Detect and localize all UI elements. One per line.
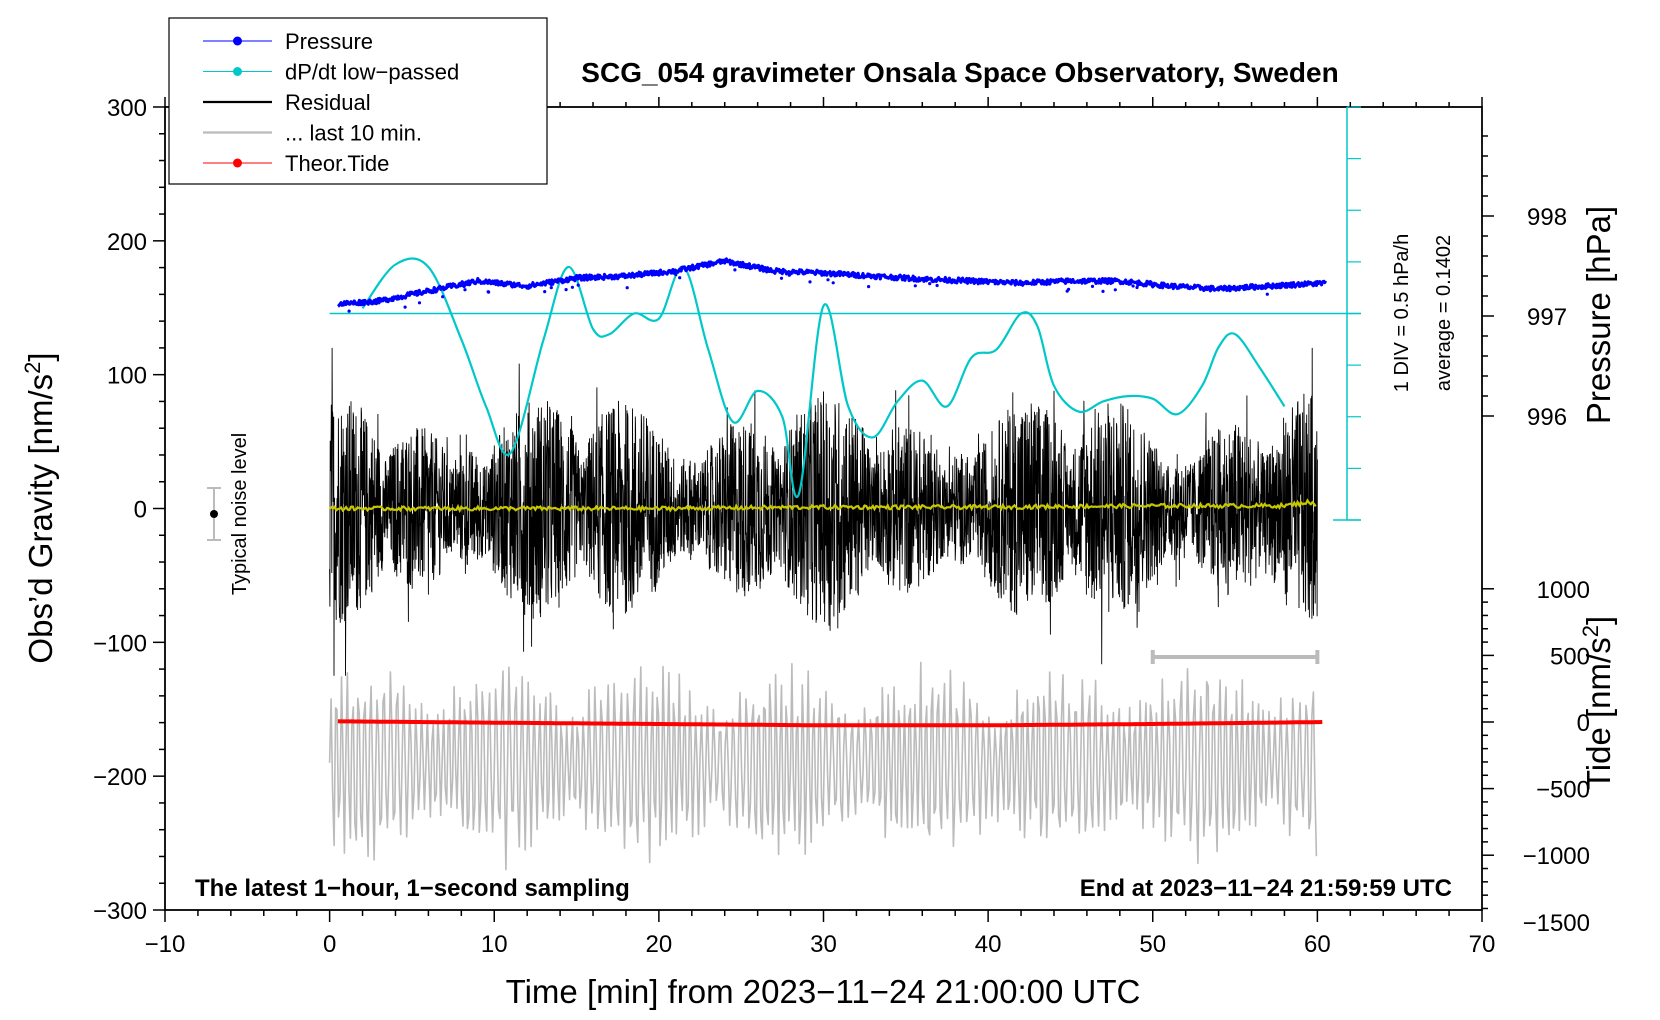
pressure-outlier-point bbox=[913, 284, 917, 288]
legend-marker bbox=[233, 158, 242, 168]
pressure-outlier-point bbox=[779, 276, 784, 280]
pressure-outlier-point bbox=[867, 285, 871, 289]
pressure-outlier-point bbox=[1113, 288, 1117, 292]
pressure-outlier-point bbox=[1135, 285, 1139, 290]
y-tick-label: −100 bbox=[93, 630, 147, 657]
pressure-outlier-point bbox=[744, 265, 748, 269]
pressure-outlier-point bbox=[441, 295, 445, 299]
pressure-outlier-point bbox=[582, 278, 586, 282]
info-end-time: End at 2023−11−24 21:59:59 UTC bbox=[1080, 875, 1452, 902]
pressure-outlier-point bbox=[347, 309, 351, 313]
pressure-outlier-point bbox=[678, 276, 682, 280]
x-tick-label: 40 bbox=[975, 931, 1002, 958]
pressure-outlier-point bbox=[1131, 284, 1135, 288]
pressure-outlier-point bbox=[808, 280, 812, 284]
x-tick-label: −10 bbox=[145, 931, 186, 958]
legend-marker bbox=[233, 67, 242, 76]
pressure-outlier-point bbox=[1090, 284, 1095, 288]
pressure-outlier-point bbox=[674, 273, 678, 277]
pressure-outlier-point bbox=[826, 278, 830, 282]
tide-tick-label: 500 bbox=[1550, 643, 1590, 670]
y-axis-label-pressure: Pressure [hPa] bbox=[1580, 206, 1617, 424]
pressure-outlier-point bbox=[787, 273, 791, 277]
series-theor-tide bbox=[337, 719, 1323, 728]
tide-tick-label: −1000 bbox=[1523, 843, 1590, 870]
y-tick-label: 200 bbox=[107, 229, 147, 256]
pressure-tick-label: 996 bbox=[1527, 404, 1567, 431]
pressure-scale-label: 1 DIV = 0.5 hPa/h bbox=[1391, 234, 1413, 392]
x-tick-label: 70 bbox=[1469, 931, 1496, 958]
pressure-outlier-point bbox=[543, 290, 547, 294]
pressure-outlier-point bbox=[576, 283, 580, 287]
x-tick-label: 50 bbox=[1139, 931, 1166, 958]
x-tick-label: 60 bbox=[1304, 931, 1331, 958]
pressure-outlier-point bbox=[403, 305, 407, 309]
legend-label: Theor.Tide bbox=[285, 151, 389, 176]
pressure-outlier-point bbox=[417, 301, 422, 305]
pressure-outlier-point bbox=[993, 282, 997, 286]
y-axis-label-gravity: Obs’d Gravity [nm/s2] bbox=[20, 352, 59, 663]
pressure-average-label: average = 0.1402 bbox=[1433, 235, 1455, 391]
x-axis-label: Time [min] from 2023−11−24 21:00:00 UTC bbox=[506, 973, 1141, 1010]
series-dpdt bbox=[361, 257, 1286, 499]
pressure-outlier-point bbox=[928, 282, 932, 286]
y-tick-label: 300 bbox=[107, 95, 147, 122]
y-tick-label: 100 bbox=[107, 363, 147, 390]
pressure-outlier-point bbox=[486, 290, 490, 294]
pressure-outlier-point bbox=[1314, 283, 1318, 287]
tide-tick-label: 0 bbox=[1577, 710, 1590, 737]
pressure-outlier-point bbox=[463, 288, 467, 292]
pressure-outlier-point bbox=[1101, 289, 1105, 293]
pressure-outlier-point bbox=[733, 268, 737, 272]
pressure-outlier-point bbox=[549, 286, 553, 290]
pressure-outlier-point bbox=[570, 285, 575, 289]
pressure-outlier-point bbox=[1067, 287, 1071, 291]
info-sampling: The latest 1−hour, 1−second sampling bbox=[195, 875, 630, 902]
pressure-outlier-point bbox=[564, 288, 568, 292]
legend-label: ... last 10 min. bbox=[285, 121, 422, 146]
series-last-10-min bbox=[328, 661, 1318, 871]
legend-label: Pressure bbox=[285, 29, 373, 54]
pressure-outlier-point bbox=[625, 286, 629, 290]
x-tick-label: 20 bbox=[646, 931, 673, 958]
pressure-outlier-point bbox=[1265, 292, 1269, 296]
y-tick-label: 0 bbox=[134, 497, 147, 524]
series-residual-smoothed bbox=[328, 498, 1317, 514]
noise-level-indicator: Typical noise level bbox=[207, 433, 251, 595]
pressure-outlier-point bbox=[935, 283, 939, 288]
legend-label: Residual bbox=[285, 90, 371, 115]
y-tick-label: −200 bbox=[93, 764, 147, 791]
tide-tick-label: −1500 bbox=[1523, 910, 1590, 937]
legend: Pressure dP/dt low−passed Residual ... last… bbox=[168, 17, 548, 185]
x-tick-label: 10 bbox=[481, 931, 508, 958]
pressure-tick-label: 997 bbox=[1527, 304, 1567, 331]
series-residual bbox=[329, 347, 1318, 676]
x-tick-label: 30 bbox=[810, 931, 837, 958]
tide-tick-label: −500 bbox=[1536, 777, 1590, 804]
pressure-tick-label: 998 bbox=[1527, 204, 1567, 231]
pressure-outlier-point bbox=[831, 281, 835, 285]
noise-level-label: Typical noise level bbox=[229, 433, 251, 595]
series-pressure bbox=[337, 257, 1328, 308]
tide-tick-label: 1000 bbox=[1537, 577, 1590, 604]
chart-title: SCG_054 gravimeter Onsala Space Observat… bbox=[581, 57, 1338, 88]
y-tick-label: −300 bbox=[93, 898, 147, 925]
x-tick-label: 0 bbox=[323, 931, 336, 958]
pressure-outlier-point bbox=[502, 284, 506, 288]
legend-label: dP/dt low−passed bbox=[285, 60, 459, 85]
legend-marker bbox=[233, 36, 242, 46]
pressure-outlier-point bbox=[462, 284, 466, 289]
pressure-outlier-point bbox=[533, 284, 538, 288]
y-axis-label-tide: Tide [nm/s2] bbox=[1578, 616, 1617, 790]
